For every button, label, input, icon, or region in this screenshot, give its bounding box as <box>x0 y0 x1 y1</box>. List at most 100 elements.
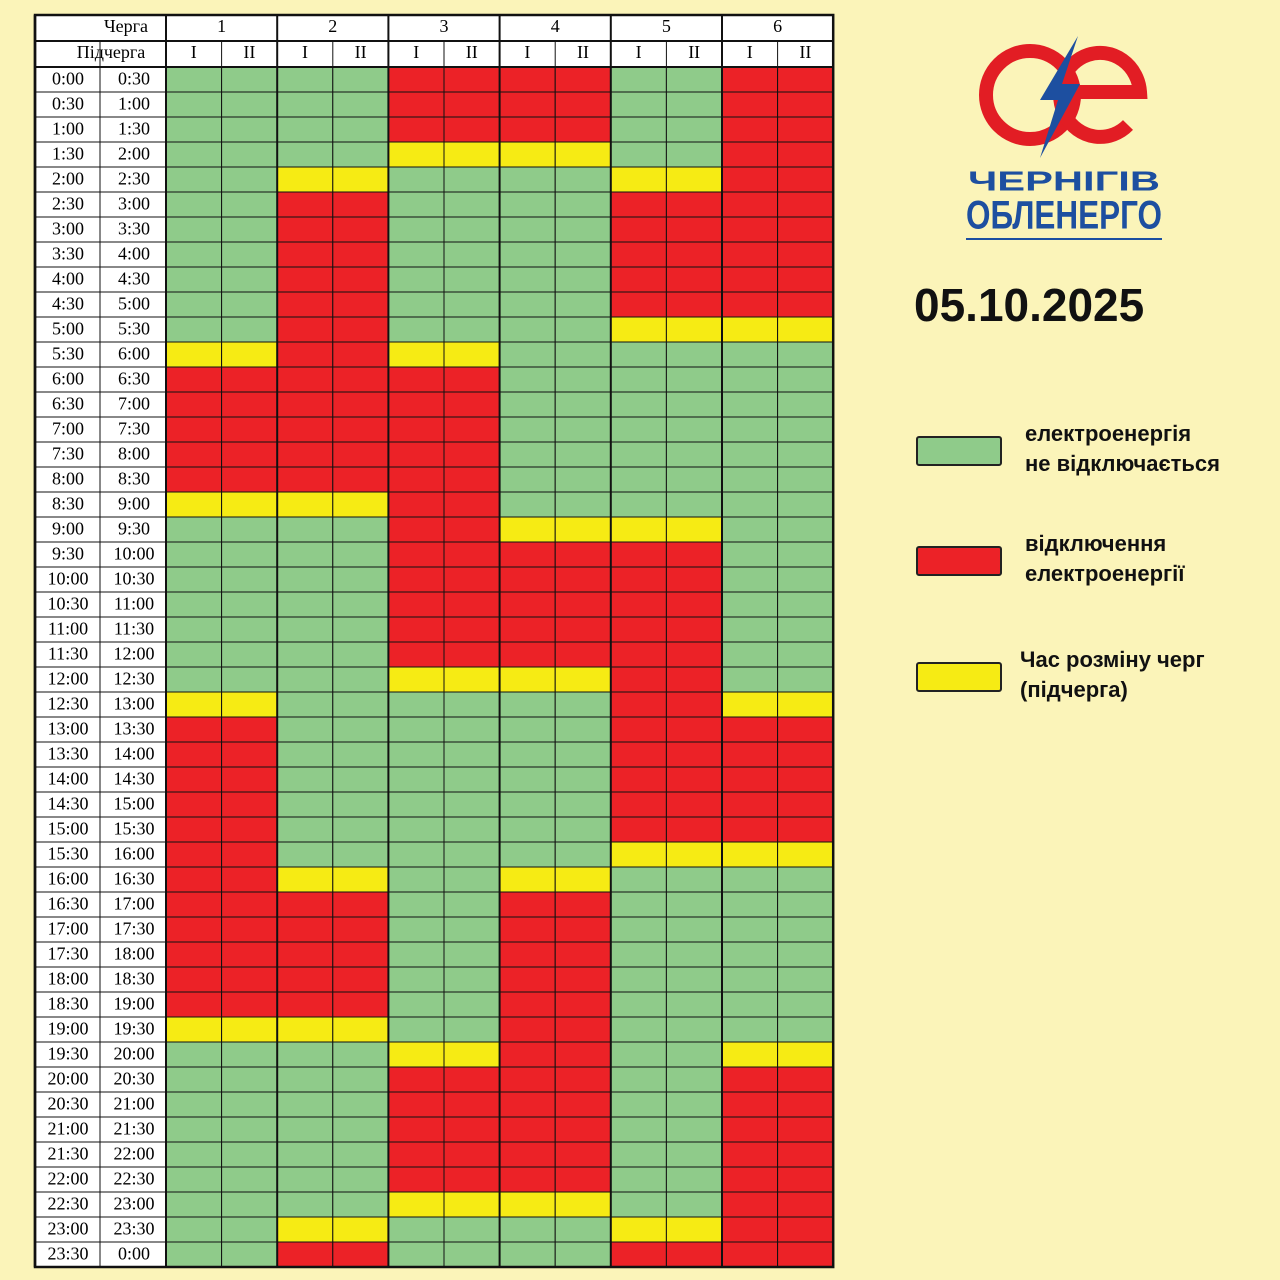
schedule-cell <box>610 1116 667 1143</box>
schedule-cell <box>221 616 278 643</box>
time-from: 0:00 <box>52 69 84 89</box>
schedule-cell <box>610 391 667 418</box>
schedule-cell <box>165 391 223 418</box>
schedule-cell <box>665 691 723 718</box>
schedule-cell <box>554 866 612 893</box>
time-from: 14:00 <box>47 769 88 789</box>
schedule-cell <box>387 1091 445 1118</box>
schedule-cell <box>610 216 667 243</box>
schedule-cell <box>777 891 834 918</box>
schedule-cell <box>165 891 223 918</box>
schedule-cell <box>777 1191 834 1218</box>
schedule-cell <box>777 591 834 618</box>
schedule-cell <box>777 116 834 143</box>
schedule-cell <box>554 666 612 693</box>
schedule-cell <box>221 416 278 443</box>
legend-label: (підчерга) <box>1020 677 1128 702</box>
schedule-cell <box>554 116 612 143</box>
schedule-cell <box>332 141 389 168</box>
queue-number: 2 <box>328 16 337 36</box>
time-to: 17:30 <box>113 919 154 939</box>
schedule-cell <box>221 541 278 568</box>
schedule-cell <box>165 166 223 193</box>
schedule-cell <box>610 291 667 318</box>
schedule-cell <box>443 91 501 118</box>
time-to: 3:00 <box>118 194 150 214</box>
schedule-cell <box>665 1166 723 1193</box>
schedule-cell <box>721 1241 779 1268</box>
schedule-cell <box>721 291 779 318</box>
schedule-cell <box>499 791 556 818</box>
schedule-cell <box>665 191 723 218</box>
schedule-cell <box>387 216 445 243</box>
schedule-cell <box>276 841 334 868</box>
schedule-cell <box>665 616 723 643</box>
schedule-cell <box>221 791 278 818</box>
schedule-cell <box>276 116 334 143</box>
schedule-cell <box>499 916 556 943</box>
schedule-cell <box>554 1166 612 1193</box>
logo-bolt <box>1040 36 1080 158</box>
schedule-cell <box>221 941 278 968</box>
time-from: 11:30 <box>48 644 88 664</box>
subqueue-header: Підчерга <box>77 42 146 62</box>
schedule-cell <box>665 1116 723 1143</box>
schedule-cell <box>665 141 723 168</box>
schedule-cell <box>721 366 779 393</box>
schedule-cell <box>387 1241 445 1268</box>
schedule-cell <box>777 866 834 893</box>
schedule-cell <box>721 266 779 293</box>
schedule-cell <box>276 341 334 368</box>
table-border <box>33 13 835 1269</box>
schedule-cell <box>777 816 834 843</box>
schedule-cell <box>221 516 278 543</box>
schedule-cell <box>554 1116 612 1143</box>
schedule-cell <box>221 991 278 1018</box>
schedule-cell <box>499 441 556 468</box>
time-to: 21:00 <box>113 1094 154 1114</box>
schedule-cell <box>165 1116 223 1143</box>
schedule-cell <box>165 466 223 493</box>
schedule-cell <box>332 166 389 193</box>
schedule-cell <box>443 741 501 768</box>
schedule-cell <box>443 691 501 718</box>
schedule-cell <box>165 591 223 618</box>
time-to: 11:30 <box>114 619 154 639</box>
schedule-cell <box>499 166 556 193</box>
schedule-cell <box>665 316 723 343</box>
queue-number: 1 <box>217 16 226 36</box>
schedule-cell <box>276 416 334 443</box>
schedule-cell <box>777 141 834 168</box>
schedule-cell <box>777 1141 834 1168</box>
schedule-cell <box>610 891 667 918</box>
schedule-cell <box>554 891 612 918</box>
schedule-cell <box>665 91 723 118</box>
schedule-cell <box>221 1191 278 1218</box>
schedule-cell <box>165 216 223 243</box>
subqueue-label: II <box>688 42 700 62</box>
logo: ЧЕРНІГІВ ОБЛЕНЕРГО <box>966 36 1162 240</box>
time-from: 10:30 <box>47 594 88 614</box>
time-from: 22:00 <box>47 1169 88 1189</box>
schedule-cell <box>221 716 278 743</box>
schedule-cell <box>443 241 501 268</box>
schedule-cell <box>777 1016 834 1043</box>
schedule-cell <box>499 1016 556 1043</box>
schedule-cell <box>276 66 334 93</box>
schedule-cell <box>165 1091 223 1118</box>
schedule-cell <box>165 266 223 293</box>
schedule-cell <box>665 441 723 468</box>
time-from: 3:00 <box>52 219 84 239</box>
schedule-cell <box>443 66 501 93</box>
schedule-cell <box>665 516 723 543</box>
schedule-cell <box>443 716 501 743</box>
schedule-cell <box>499 1066 556 1093</box>
schedule-cell <box>165 541 223 568</box>
logo-line2: ОБЛЕНЕРГО <box>966 194 1162 238</box>
schedule-cell <box>554 1191 612 1218</box>
schedule-cell <box>610 1141 667 1168</box>
time-to: 6:00 <box>118 344 150 364</box>
schedule-cell <box>777 566 834 593</box>
time-from: 17:30 <box>47 944 88 964</box>
